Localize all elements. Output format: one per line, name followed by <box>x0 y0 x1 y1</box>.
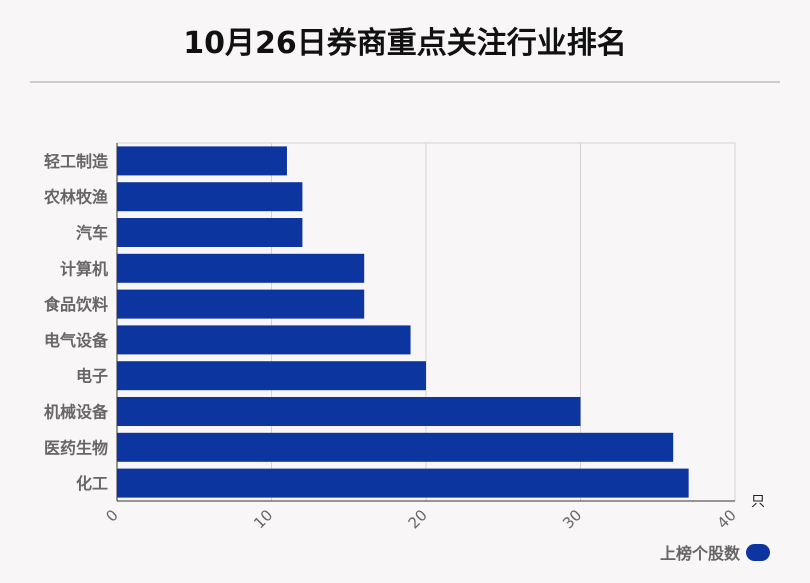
category-label: 电气设备 <box>44 331 109 350</box>
x-tick-label: 20 <box>405 506 431 532</box>
bar <box>117 218 303 247</box>
bar <box>117 182 303 212</box>
category-label: 农林牧渔 <box>43 188 108 207</box>
category-label: 汽车 <box>76 224 108 243</box>
bar <box>117 289 365 319</box>
legend-swatch <box>746 543 770 561</box>
category-label: 机械设备 <box>44 403 109 422</box>
category-label: 食品饮料 <box>43 295 108 314</box>
title-divider <box>30 81 780 83</box>
category-label: 计算机 <box>60 259 108 278</box>
category-label: 轻工制造 <box>44 152 109 171</box>
x-tick-label: 40 <box>714 506 740 532</box>
bar <box>117 397 581 426</box>
legend-label: 上榜个股数 <box>659 544 740 563</box>
chart-title: 10月26日券商重点关注行业排名 <box>183 26 627 61</box>
legend[interactable]: 上榜个股数 <box>660 540 770 564</box>
x-tick-labels: 0 10 20 30 40 <box>102 506 739 532</box>
x-axis-unit: 只 <box>751 494 765 510</box>
bar <box>117 253 365 283</box>
x-tick-label: 0 <box>102 506 121 525</box>
category-label: 化工 <box>76 474 108 493</box>
category-label: 医药生物 <box>44 438 108 457</box>
bar <box>117 146 287 176</box>
x-tick-label: 30 <box>559 506 585 532</box>
bar <box>117 468 689 498</box>
bar <box>117 361 426 391</box>
x-tick-label: 10 <box>250 506 276 532</box>
bar <box>117 432 674 462</box>
bars <box>117 146 689 498</box>
category-label: 电子 <box>76 367 108 386</box>
bar <box>117 325 411 355</box>
